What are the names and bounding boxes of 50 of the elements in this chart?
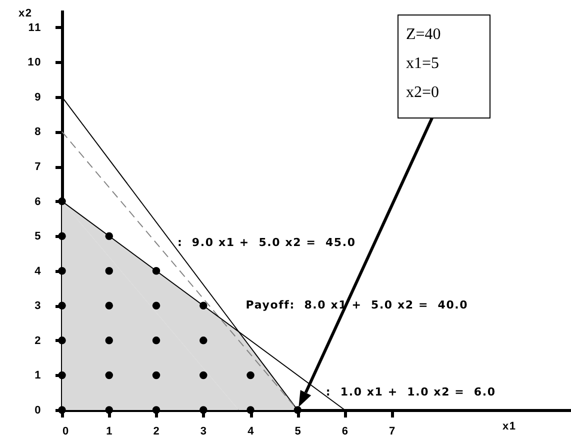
point [58, 406, 66, 414]
y-axis-title: x2 [18, 8, 32, 20]
point [200, 406, 208, 414]
point [58, 197, 66, 206]
point [58, 302, 66, 310]
point [200, 302, 208, 310]
x-tick-label: 3 [200, 426, 208, 438]
point [105, 267, 114, 275]
point [105, 336, 114, 344]
point [246, 371, 254, 380]
y-tick-label: 8 [34, 126, 42, 138]
point [58, 336, 66, 344]
annotation: : 1.0 x1 + 1.0 x2 = 6.0 [326, 386, 496, 399]
x-tick-label: 6 [342, 426, 349, 438]
x-tick-label: 1 [106, 426, 114, 438]
point [294, 406, 302, 414]
x-tick-label: 7 [388, 426, 396, 438]
y-tick-label: 11 [28, 22, 42, 34]
annotation: Z=40 x1=5 x2=0 [406, 26, 441, 101]
y-tick-label: 10 [28, 56, 42, 69]
point [200, 371, 208, 380]
point [58, 371, 66, 380]
y-tick-label: 4 [34, 265, 42, 278]
point [152, 336, 160, 344]
point [58, 267, 66, 275]
y-tick-label: 3 [34, 300, 42, 312]
point [105, 232, 114, 240]
y-tick-label: 6 [34, 196, 42, 208]
y-tick-label: 1 [34, 370, 42, 382]
point [105, 302, 114, 310]
point [200, 336, 208, 344]
y-tick-label: 7 [34, 161, 42, 174]
x-tick-label: 0 [62, 426, 70, 438]
x-axis-title: x1 [502, 420, 516, 432]
y-tick-label: 9 [34, 91, 42, 104]
y-tick-label: 2 [34, 334, 42, 347]
annotation: : 9.0 x1 + 5.0 x2 = 45.0 [177, 236, 356, 250]
y-tick-label: 5 [34, 230, 42, 243]
point [152, 371, 160, 380]
point [152, 406, 160, 414]
x-tick-label: 2 [153, 426, 160, 438]
point [246, 406, 254, 414]
point [105, 371, 114, 380]
y-tick-label: 0 [34, 404, 42, 416]
point [152, 267, 160, 275]
point [152, 302, 160, 310]
x-tick-label: 4 [248, 426, 255, 438]
x-tick-label: 5 [294, 426, 302, 438]
point [58, 232, 66, 240]
point [105, 406, 114, 414]
